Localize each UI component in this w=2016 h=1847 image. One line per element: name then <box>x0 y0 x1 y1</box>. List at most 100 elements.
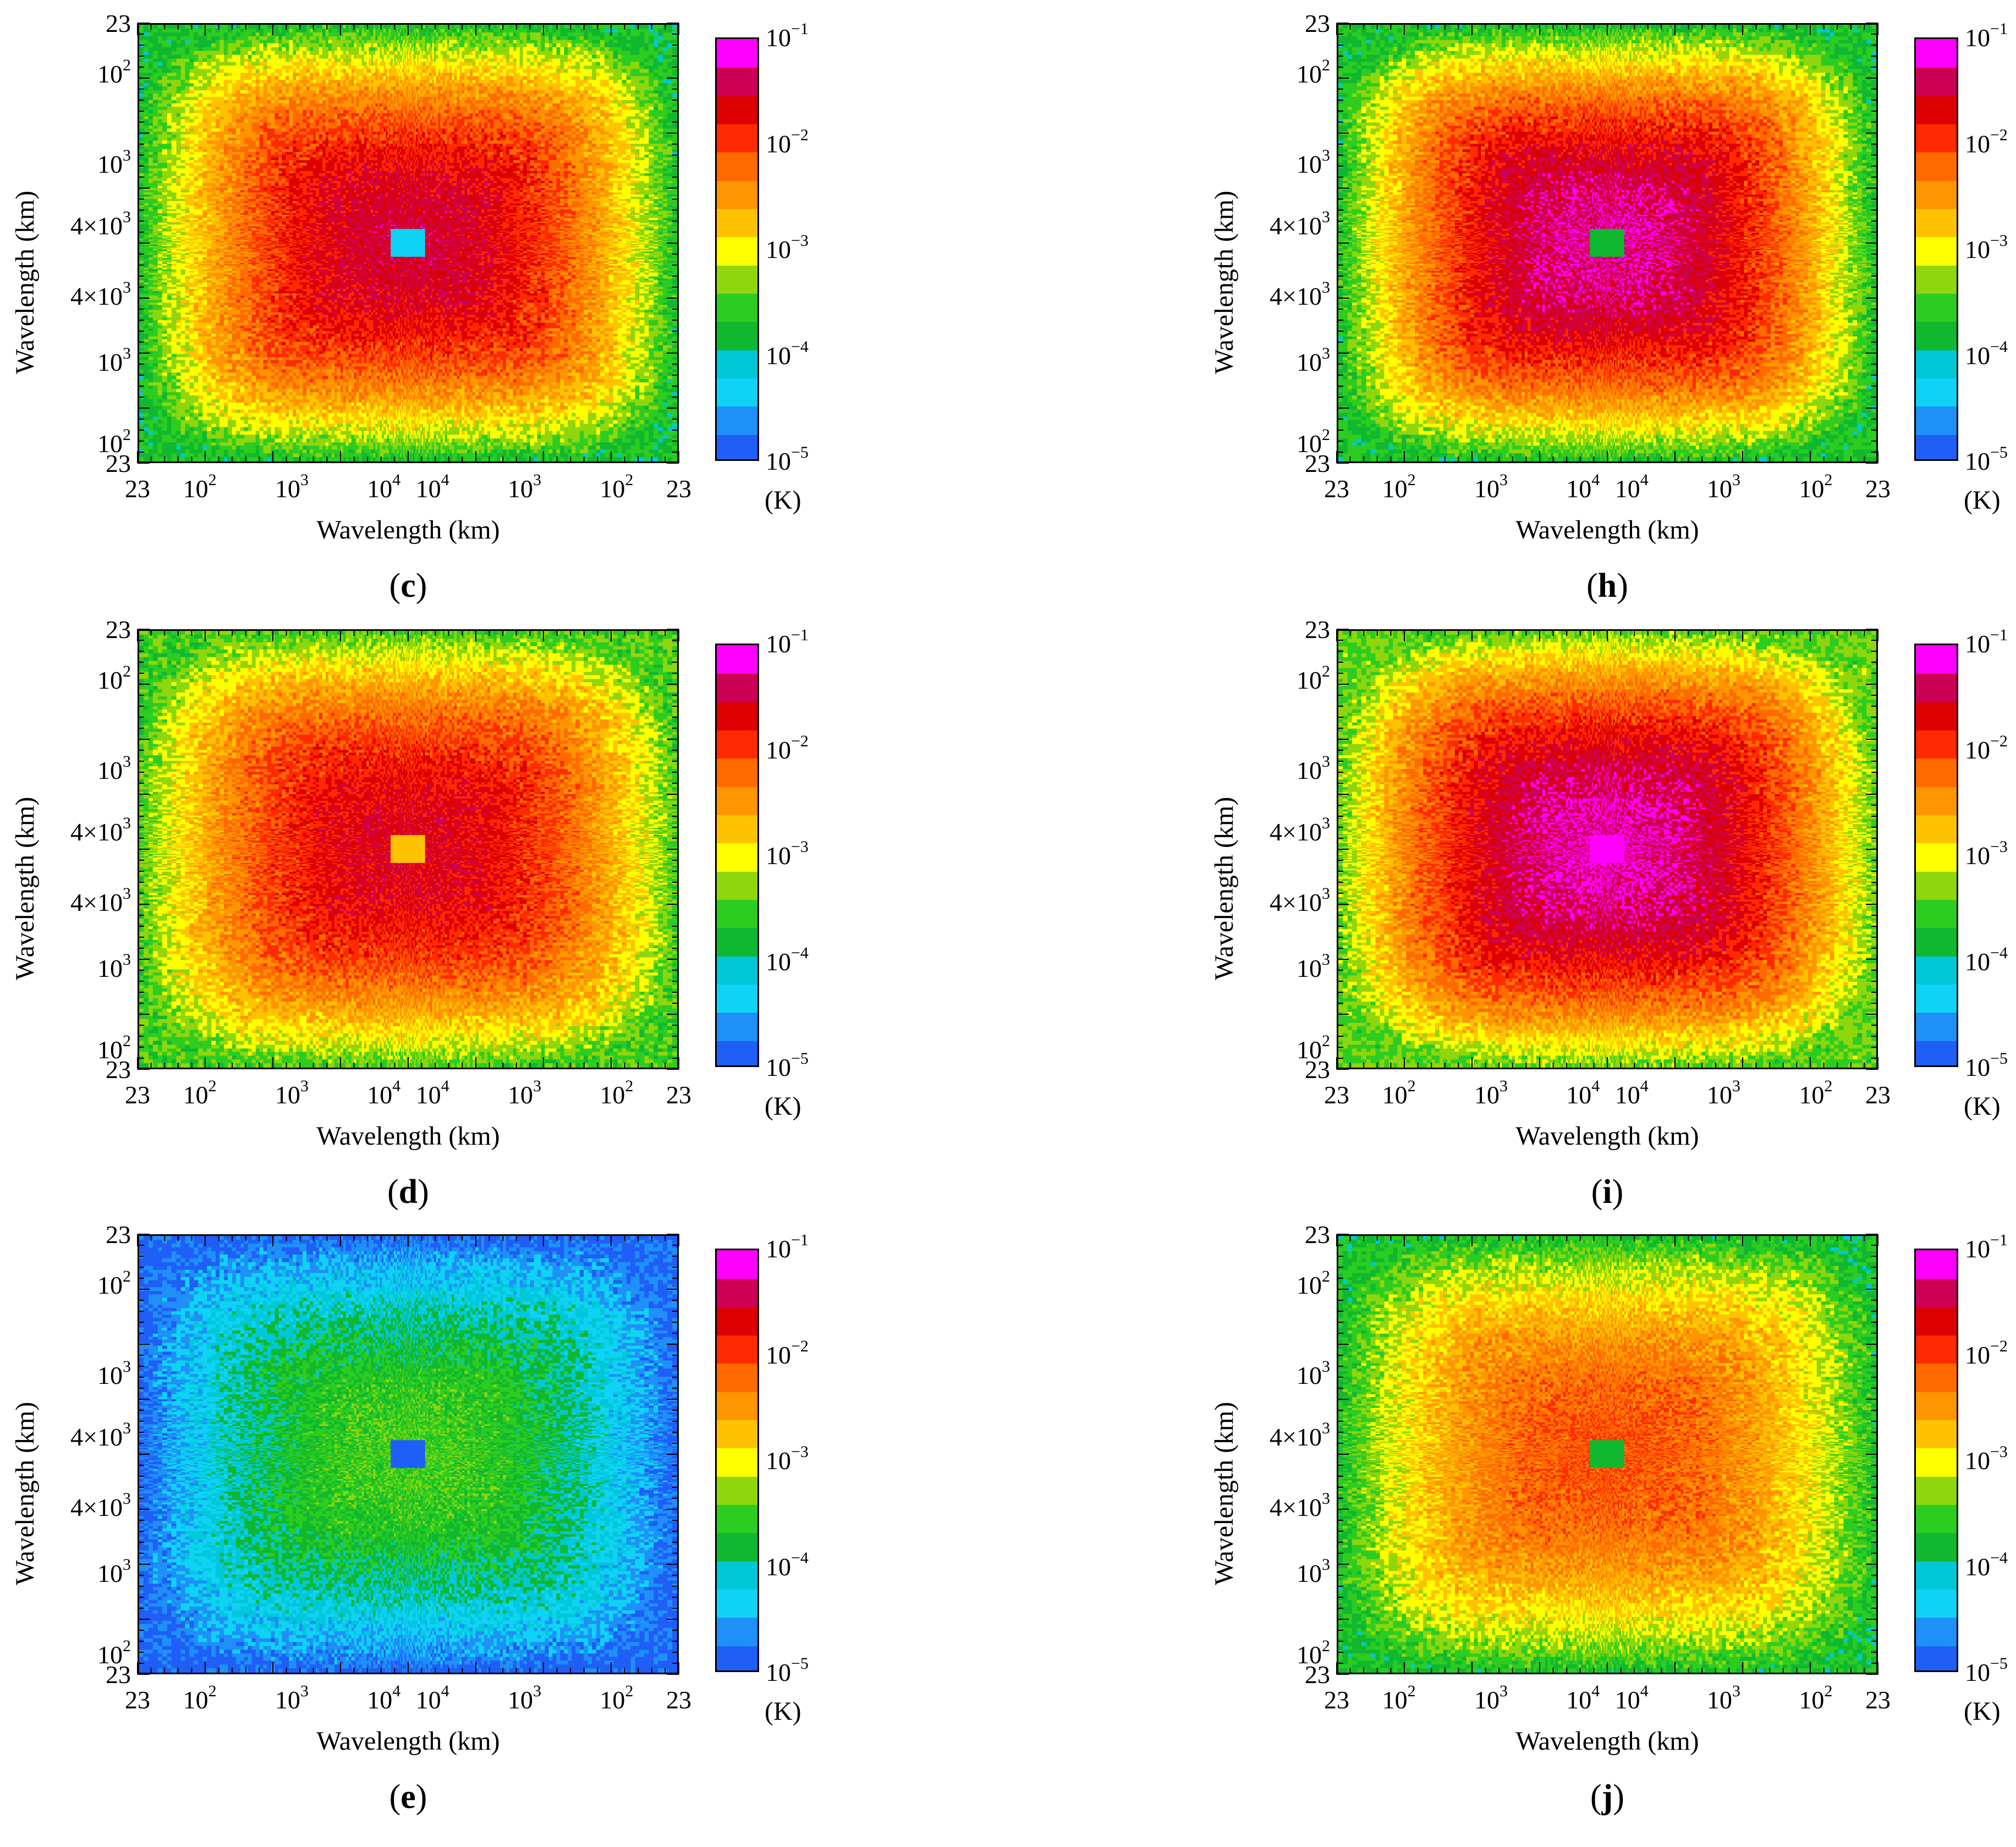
panel-c: 23 102 103 4×103 4×103 103 102 23 23 102 103 104 104… <box>0 11 880 611</box>
panel-letter: (e) <box>389 1778 427 1816</box>
x-tick-label: 104 <box>415 471 449 503</box>
colorbar-tick-label: 10−2 <box>1965 1337 2008 1369</box>
colorbar-segment <box>1916 730 1957 759</box>
colorbar-segment <box>1916 1504 1957 1533</box>
heatmap-canvas <box>139 631 677 1068</box>
colorbar-tick-label: 10−5 <box>766 1654 809 1686</box>
colorbar-segment <box>1916 701 1957 730</box>
colorbar-segment <box>1916 673 1957 702</box>
colorbar-tick-label: 10−2 <box>766 732 809 764</box>
heatmap-plot-area <box>1337 23 1878 463</box>
colorbar-tick-label: 10−4 <box>1965 1548 2008 1581</box>
x-tick-label: 23 <box>125 1686 150 1714</box>
y-tick-label: 103 <box>1297 752 1330 784</box>
y-axis-label: Wavelength (km) <box>10 190 40 374</box>
x-tick-label: 103 <box>508 471 542 503</box>
colorbar-segment <box>1916 1645 1957 1670</box>
colorbar-segment <box>1916 406 1957 435</box>
colorbar-segment <box>717 406 757 435</box>
y-tick-label: 4×103 <box>1270 278 1330 310</box>
colorbar <box>1914 37 1958 461</box>
colorbar <box>715 1249 759 1672</box>
y-tick-label: 102 <box>1297 56 1330 88</box>
y-tick-label: 102 <box>97 426 131 458</box>
colorbar-tick-label: 10−4 <box>766 943 809 976</box>
colorbar-segment <box>1916 95 1957 124</box>
y-tick-label: 4×103 <box>70 884 131 916</box>
y-axis-label: Wavelength (km) <box>1210 1401 1239 1585</box>
x-tick-label: 102 <box>1799 471 1833 503</box>
colorbar-segment <box>717 1420 757 1449</box>
colorbar-segment <box>1916 955 1957 985</box>
y-tick-label: 102 <box>1297 426 1330 458</box>
x-tick-label: 104 <box>1566 471 1600 503</box>
heatmap-canvas <box>1338 1236 1876 1673</box>
x-axis-label: Wavelength (km) <box>1515 1122 1699 1151</box>
colorbar-segment <box>1916 208 1957 238</box>
colorbar-segment <box>717 1278 757 1307</box>
colorbar-segment <box>1916 349 1957 378</box>
y-tick-label: 4×103 <box>1270 884 1330 916</box>
tick-marks <box>137 1234 679 1675</box>
colorbar-segment <box>717 124 757 153</box>
colorbar-segment <box>1916 180 1957 209</box>
colorbar-segment <box>717 1040 757 1065</box>
x-axis-label: Wavelength (km) <box>1515 1727 1699 1756</box>
x-tick-label: 103 <box>508 1682 542 1714</box>
y-tick-label: 102 <box>97 56 131 88</box>
x-axis-label: Wavelength (km) <box>316 515 500 545</box>
heatmap-plot-area <box>138 629 679 1069</box>
colorbar-segment <box>717 67 757 96</box>
colorbar-segment <box>717 1335 757 1364</box>
colorbar-tick-label: 10−1 <box>766 1231 809 1263</box>
colorbar-segment <box>1916 321 1957 350</box>
colorbar-segment <box>1916 758 1957 787</box>
colorbar-segment <box>717 95 757 124</box>
colorbar-unit-label: (K) <box>765 1092 801 1121</box>
x-tick-label: 103 <box>1707 471 1741 503</box>
panel-letter-text: i <box>1602 1173 1612 1211</box>
colorbar-tick-label: 10−5 <box>1965 1654 2008 1686</box>
colorbar-segment <box>717 758 757 787</box>
y-tick-label: 4×103 <box>1270 1419 1330 1451</box>
colorbar-tick-label: 10−2 <box>1965 732 2008 764</box>
panel-letter: (d) <box>387 1173 429 1211</box>
panel-letter-text: d <box>398 1173 418 1211</box>
colorbar-segment <box>717 1476 757 1505</box>
heatmap-plot-area <box>138 23 679 463</box>
tick-marks <box>1336 23 1878 464</box>
panel-letter: (i) <box>1591 1173 1624 1211</box>
panel-letter-text: h <box>1597 567 1617 604</box>
colorbar-unit-label: (K) <box>765 1697 801 1726</box>
x-tick-label: 23 <box>1324 475 1349 503</box>
x-tick-label: 102 <box>600 471 634 503</box>
colorbar-tick-label: 10−3 <box>1965 232 2008 263</box>
panel-j: 23 102 103 4×103 4×103 103 102 23 23 102 103 104 104… <box>1199 1222 2016 1822</box>
colorbar-segment <box>717 645 757 674</box>
colorbar-segment <box>717 1448 757 1477</box>
colorbar-segment <box>1916 1012 1957 1041</box>
colorbar-segment <box>1916 815 1957 844</box>
colorbar-tick-label: 10−4 <box>1965 943 2008 976</box>
colorbar-segment <box>1916 1476 1957 1505</box>
y-tick-label: 103 <box>97 1555 131 1587</box>
colorbar-segment <box>717 927 757 957</box>
x-tick-label: 103 <box>1707 1682 1741 1714</box>
y-tick-label: 4×103 <box>70 208 131 240</box>
x-tick-label: 23 <box>1324 1081 1349 1109</box>
y-axis-label: Wavelength (km) <box>10 1401 40 1585</box>
colorbar <box>1914 644 1958 1067</box>
heatmap-canvas <box>139 1236 677 1673</box>
x-tick-label: 102 <box>600 1077 634 1109</box>
y-tick-label: 103 <box>1297 1357 1330 1389</box>
colorbar-segment <box>717 673 757 702</box>
colorbar-segment <box>717 871 757 900</box>
y-tick-label: 103 <box>97 950 131 982</box>
y-tick-label: 102 <box>97 1637 131 1669</box>
x-tick-label: 23 <box>1865 475 1891 503</box>
colorbar-segment <box>1916 1278 1957 1307</box>
colorbar-segment <box>717 180 757 209</box>
x-axis-label: Wavelength (km) <box>316 1122 500 1151</box>
colorbar-segment <box>1916 984 1957 1013</box>
colorbar-unit-label: (K) <box>765 486 801 515</box>
